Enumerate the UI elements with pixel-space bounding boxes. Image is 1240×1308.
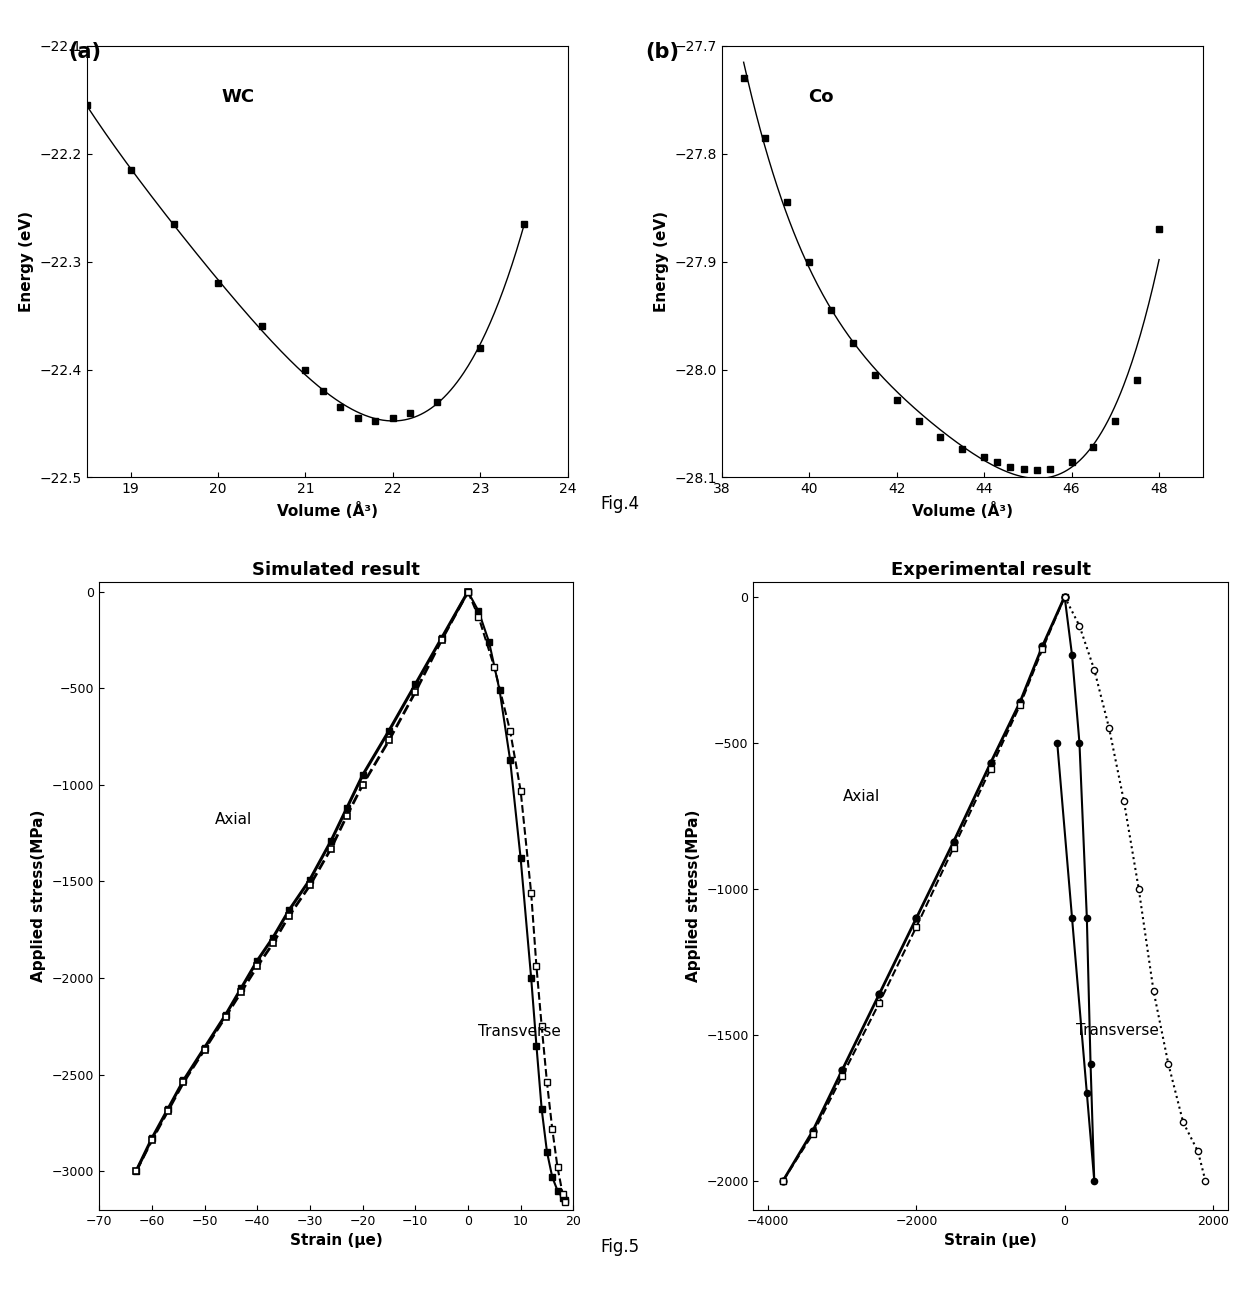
- Text: Co: Co: [808, 88, 833, 106]
- Text: (b): (b): [645, 42, 678, 61]
- Text: Axial: Axial: [842, 789, 879, 804]
- Text: Axial: Axial: [215, 811, 253, 827]
- Text: Transverse: Transverse: [479, 1024, 562, 1039]
- Text: Transverse: Transverse: [1076, 1023, 1158, 1037]
- X-axis label: Volume (Å³): Volume (Å³): [277, 502, 378, 519]
- X-axis label: Strain (μe): Strain (μe): [944, 1233, 1037, 1248]
- Text: WC: WC: [222, 88, 254, 106]
- Title: Experimental result: Experimental result: [890, 561, 1090, 579]
- X-axis label: Strain (μe): Strain (μe): [290, 1233, 383, 1248]
- Y-axis label: Applied stress(MPa): Applied stress(MPa): [686, 810, 701, 982]
- Text: (a): (a): [68, 42, 102, 61]
- X-axis label: Volume (Å³): Volume (Å³): [911, 502, 1013, 519]
- Text: Fig.4: Fig.4: [600, 494, 640, 513]
- Text: Fig.5: Fig.5: [600, 1237, 640, 1256]
- Y-axis label: Energy (eV): Energy (eV): [653, 211, 668, 313]
- Y-axis label: Energy (eV): Energy (eV): [19, 211, 33, 313]
- Y-axis label: Applied stress(MPa): Applied stress(MPa): [31, 810, 46, 982]
- Title: Simulated result: Simulated result: [252, 561, 420, 579]
